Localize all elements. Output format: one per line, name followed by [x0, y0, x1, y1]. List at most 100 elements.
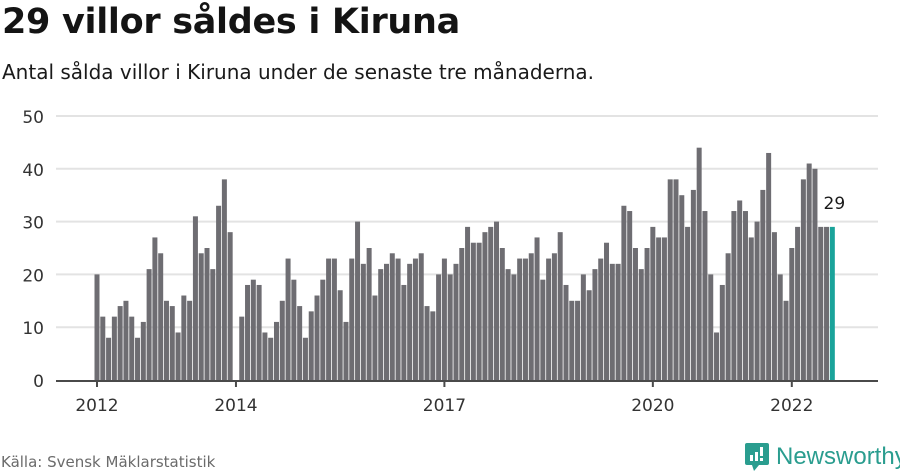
bar[interactable]: [459, 248, 465, 380]
bar[interactable]: [366, 248, 372, 380]
bar[interactable]: [441, 258, 447, 380]
bar[interactable]: [777, 274, 783, 380]
bar[interactable]: [604, 242, 610, 380]
bar[interactable]: [783, 300, 789, 380]
bar[interactable]: [656, 237, 662, 380]
bar[interactable]: [505, 269, 511, 380]
bar[interactable]: [285, 258, 291, 380]
bar[interactable]: [528, 253, 534, 380]
bar[interactable]: [748, 237, 754, 380]
bar[interactable]: [638, 269, 644, 380]
bar[interactable]: [418, 253, 424, 380]
bar[interactable]: [378, 269, 384, 380]
bar[interactable]: [806, 163, 812, 380]
bar[interactable]: [499, 248, 505, 380]
bar[interactable]: [123, 300, 129, 380]
bar[interactable]: [789, 248, 795, 380]
bar[interactable]: [742, 211, 748, 380]
bar[interactable]: [273, 321, 279, 380]
bar[interactable]: [465, 226, 471, 380]
bar[interactable]: [725, 253, 731, 380]
bar[interactable]: [401, 284, 407, 380]
bar[interactable]: [800, 179, 806, 380]
bar[interactable]: [702, 211, 708, 380]
bar[interactable]: [412, 258, 418, 380]
bar[interactable]: [760, 189, 766, 380]
bar[interactable]: [227, 232, 233, 380]
bar[interactable]: [690, 189, 696, 380]
bar[interactable]: [146, 269, 152, 380]
bar[interactable]: [152, 237, 158, 380]
bar[interactable]: [673, 179, 679, 380]
bar[interactable]: [204, 248, 210, 380]
bar[interactable]: [546, 258, 552, 380]
bar[interactable]: [540, 279, 546, 380]
bar[interactable]: [163, 300, 169, 380]
bar[interactable]: [210, 269, 216, 380]
highlight-bar[interactable]: [829, 226, 835, 380]
bar[interactable]: [349, 258, 355, 380]
bar[interactable]: [522, 258, 528, 380]
bar[interactable]: [158, 253, 164, 380]
bar[interactable]: [129, 316, 135, 380]
bar[interactable]: [586, 290, 592, 380]
bar[interactable]: [476, 242, 482, 380]
bar[interactable]: [795, 226, 801, 380]
bar[interactable]: [661, 237, 667, 380]
bar[interactable]: [389, 253, 395, 380]
bar[interactable]: [714, 332, 720, 380]
bar[interactable]: [384, 263, 389, 380]
bar[interactable]: [580, 274, 586, 380]
bar[interactable]: [337, 290, 343, 380]
bar[interactable]: [818, 226, 824, 380]
bar[interactable]: [615, 263, 621, 380]
bar[interactable]: [407, 263, 413, 380]
bar[interactable]: [447, 274, 453, 380]
bar[interactable]: [494, 221, 500, 380]
bar[interactable]: [326, 258, 332, 380]
bar[interactable]: [355, 221, 361, 380]
bar[interactable]: [100, 316, 106, 380]
bar[interactable]: [198, 253, 204, 380]
bar[interactable]: [331, 258, 337, 380]
bar[interactable]: [708, 274, 714, 380]
bar[interactable]: [754, 221, 760, 380]
bar[interactable]: [575, 300, 581, 380]
bar[interactable]: [667, 179, 673, 380]
bar[interactable]: [534, 237, 540, 380]
brand-logo[interactable]: Newsworthy: [744, 442, 900, 472]
bar[interactable]: [517, 258, 523, 380]
bar[interactable]: [291, 279, 297, 380]
bar[interactable]: [245, 284, 251, 380]
bar[interactable]: [117, 306, 123, 380]
bar[interactable]: [488, 226, 494, 380]
bar[interactable]: [551, 253, 557, 380]
bar[interactable]: [766, 152, 772, 380]
bar[interactable]: [424, 306, 430, 380]
bar[interactable]: [609, 263, 615, 380]
bar[interactable]: [372, 295, 378, 380]
bar[interactable]: [685, 226, 691, 380]
bar[interactable]: [470, 242, 476, 380]
bar[interactable]: [140, 321, 146, 380]
bar[interactable]: [239, 316, 245, 380]
bar[interactable]: [592, 269, 598, 380]
bar[interactable]: [557, 232, 563, 380]
bar[interactable]: [250, 279, 256, 380]
bar[interactable]: [430, 311, 436, 380]
bar[interactable]: [268, 337, 274, 380]
bar[interactable]: [563, 284, 569, 380]
bar[interactable]: [824, 226, 830, 380]
bar[interactable]: [719, 284, 725, 380]
bar[interactable]: [314, 295, 320, 380]
bar[interactable]: [308, 311, 314, 380]
bar[interactable]: [731, 211, 737, 380]
bar[interactable]: [297, 306, 303, 380]
bar[interactable]: [360, 263, 366, 380]
bar[interactable]: [696, 147, 702, 380]
bar[interactable]: [737, 200, 743, 380]
bar[interactable]: [436, 274, 442, 380]
bar[interactable]: [395, 258, 401, 380]
bar[interactable]: [320, 279, 326, 380]
bar[interactable]: [175, 332, 181, 380]
